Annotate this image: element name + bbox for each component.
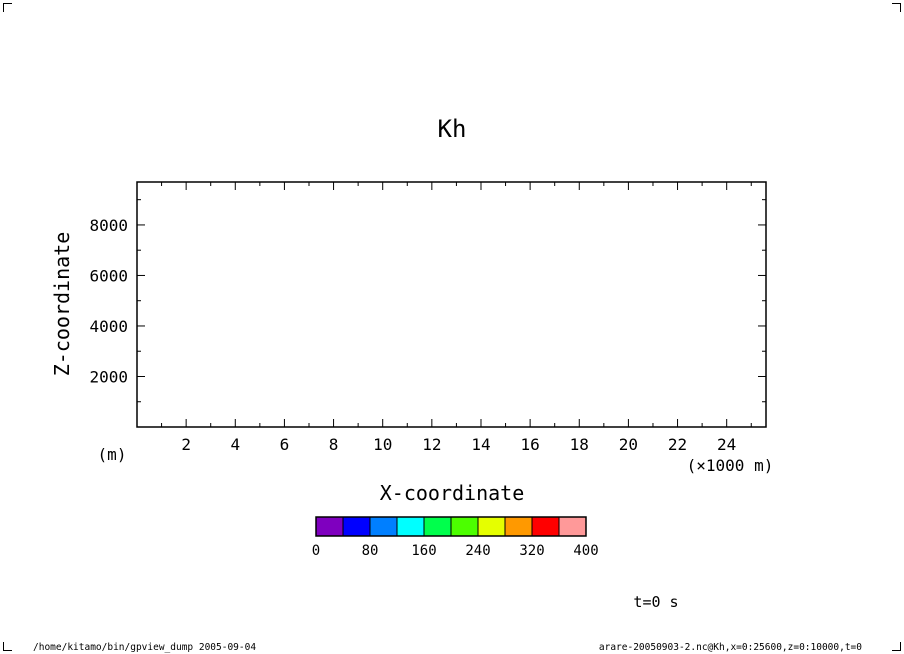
x-tick-label: 24 xyxy=(717,435,736,454)
y-tick-label: 4000 xyxy=(89,317,128,336)
colorbar-swatch xyxy=(531,516,560,537)
x-tick-label: 6 xyxy=(280,435,290,454)
plot-area xyxy=(136,181,767,428)
x-tick-label: 12 xyxy=(422,435,441,454)
x-axis: 2 4 6 8 10 12 14 16 18 20 22 24 xyxy=(161,182,752,454)
x-unit-label: (×1000 m) xyxy=(687,456,774,475)
x-tick-label: 20 xyxy=(619,435,638,454)
colorbar-swatch xyxy=(342,516,371,537)
footer-right: arare-20050903-2.nc@Kh,x=0:25600,z=0:100… xyxy=(599,642,862,653)
colorbar-tick-label: 0 xyxy=(312,543,320,559)
colorbar-tick-label: 400 xyxy=(573,543,598,559)
x-tick-label: 10 xyxy=(373,435,392,454)
colorbar-swatch xyxy=(396,516,425,537)
colorbar-swatch xyxy=(504,516,533,537)
y-unit-label: (m) xyxy=(98,445,127,464)
colorbar-tick-label: 320 xyxy=(519,543,544,559)
x-tick-label: 16 xyxy=(520,435,539,454)
y-tick-label: 2000 xyxy=(89,367,128,386)
chart-title: Kh xyxy=(438,115,467,143)
colorbar-tick-label: 80 xyxy=(362,543,379,559)
colorbar-tick-label: 160 xyxy=(411,543,436,559)
y-tick-label: 8000 xyxy=(89,216,128,235)
x-tick-label: 18 xyxy=(570,435,589,454)
x-tick-label: 22 xyxy=(668,435,687,454)
x-tick-label: 4 xyxy=(230,435,240,454)
footer-left: /home/kitamo/bin/gpview_dump 2005-09-04 xyxy=(33,642,256,653)
colorbar-swatch xyxy=(477,516,506,537)
x-tick-label: 8 xyxy=(329,435,339,454)
colorbar-swatch xyxy=(558,516,587,537)
y-axis-label: Z-coordinate xyxy=(50,232,74,377)
colorbar-frame xyxy=(315,516,587,537)
corner-marks xyxy=(3,3,901,651)
y-axis: 2000 4000 6000 8000 xyxy=(89,199,766,403)
x-tick-label: 2 xyxy=(181,435,191,454)
colorbar: 0 80 160 240 320 400 xyxy=(312,516,599,559)
colorbar-swatch xyxy=(423,516,452,537)
y-tick-label: 6000 xyxy=(89,266,128,285)
colorbar-swatch xyxy=(315,516,344,537)
colorbar-swatch xyxy=(450,516,479,537)
x-axis-label: X-coordinate xyxy=(380,481,525,505)
colorbar-tick-label: 240 xyxy=(465,543,490,559)
x-tick-label: 14 xyxy=(471,435,490,454)
time-label: t=0 s xyxy=(633,593,678,611)
colorbar-swatch xyxy=(369,516,398,537)
